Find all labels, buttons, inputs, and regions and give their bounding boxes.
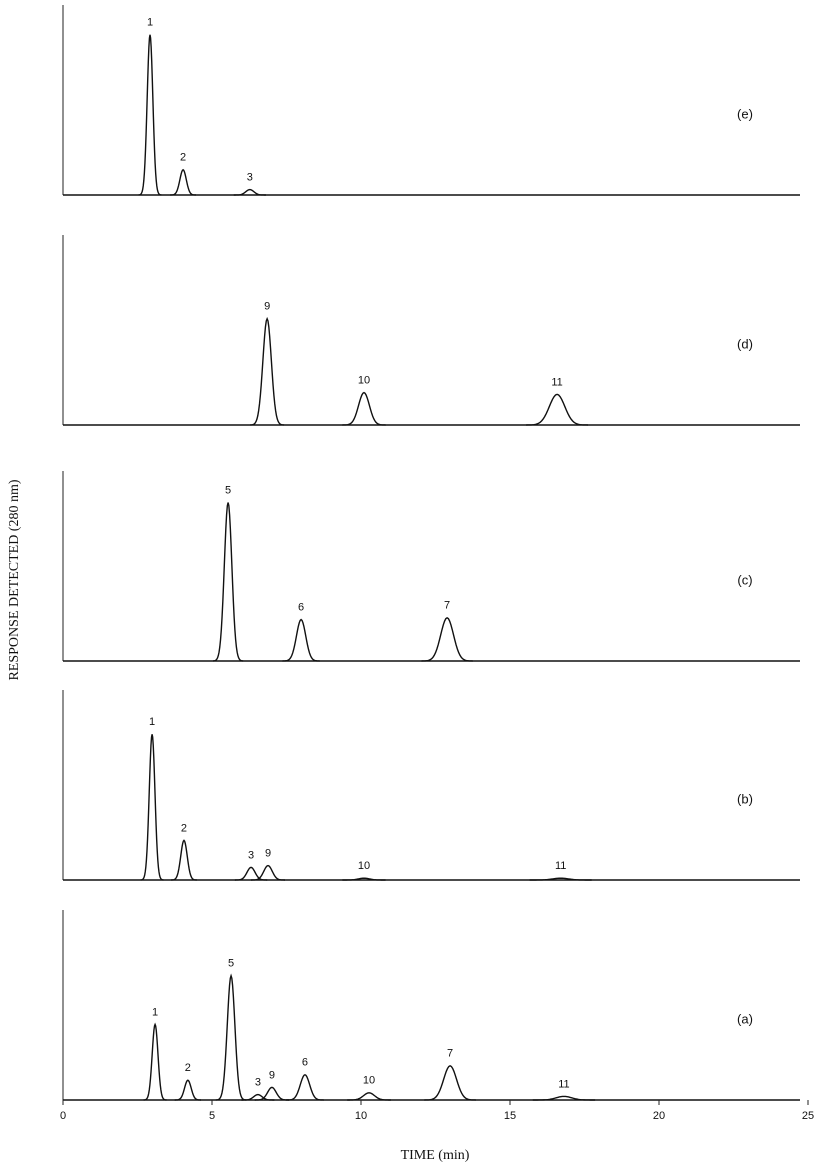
peak: [283, 620, 320, 661]
peak-label: 1: [152, 1006, 158, 1018]
peak-label: 1: [147, 17, 153, 29]
x-tick-label: 0: [60, 1110, 66, 1122]
peak-label: 9: [269, 1069, 275, 1081]
x-axis-label: TIME (min): [401, 1148, 470, 1163]
peak-label: 2: [181, 822, 187, 834]
peak-label: 10: [358, 860, 370, 872]
peak: [139, 35, 162, 195]
peak-label: 2: [180, 152, 186, 164]
peak: [424, 1066, 475, 1100]
peak-label: 11: [551, 376, 562, 388]
peak-label: 10: [363, 1075, 375, 1087]
peak: [175, 1080, 201, 1100]
peak: [251, 866, 285, 880]
peak-label: 9: [265, 848, 271, 860]
chart: RESPONSE DETECTED (280 nm) TIME (min) (e…: [0, 0, 818, 1169]
panel-label: (d): [737, 336, 753, 351]
peak-label: 7: [444, 600, 450, 612]
peak-label: 2: [185, 1062, 191, 1074]
panel-label: (a): [737, 1011, 753, 1026]
x-tick-label: 15: [504, 1110, 516, 1122]
peak: [234, 190, 266, 195]
x-tick-label: 25: [802, 1110, 814, 1122]
peak: [241, 1095, 274, 1100]
peak: [170, 170, 196, 195]
panel-label: (b): [737, 791, 753, 806]
peak-label: 1: [149, 716, 155, 728]
peak: [171, 840, 197, 880]
peak-label: 6: [298, 602, 304, 614]
peak: [141, 734, 164, 880]
page: {"chart_data": { "type": "chromatogram",…: [0, 0, 818, 1169]
peak: [255, 1087, 289, 1100]
peak-label: 3: [248, 849, 254, 861]
peak-label: 5: [225, 485, 231, 497]
peak: [286, 1075, 324, 1100]
panel-label: (c): [737, 572, 752, 587]
peak: [216, 976, 246, 1100]
peak-label: 10: [358, 375, 370, 387]
x-tick-label: 5: [209, 1110, 215, 1122]
peak-label: 3: [247, 172, 253, 184]
peak: [347, 1093, 391, 1100]
x-tick-label: 10: [355, 1110, 367, 1122]
peak: [342, 393, 385, 425]
y-axis-label: RESPONSE DETECTED (280 nm): [7, 479, 22, 680]
peak: [250, 319, 284, 425]
peak-label: 3: [255, 1077, 261, 1089]
peak-label: 5: [228, 958, 234, 970]
peak: [526, 394, 588, 425]
x-tick-label: 20: [653, 1110, 665, 1122]
peak-label: 7: [447, 1048, 453, 1060]
peak: [144, 1024, 167, 1100]
peak-label: 9: [264, 301, 270, 313]
peak: [422, 618, 473, 661]
peak-label: 11: [555, 860, 566, 872]
peak-label: 11: [558, 1078, 569, 1090]
peak: [213, 503, 243, 661]
panel-label: (e): [737, 106, 753, 121]
peak-label: 6: [302, 1057, 308, 1069]
